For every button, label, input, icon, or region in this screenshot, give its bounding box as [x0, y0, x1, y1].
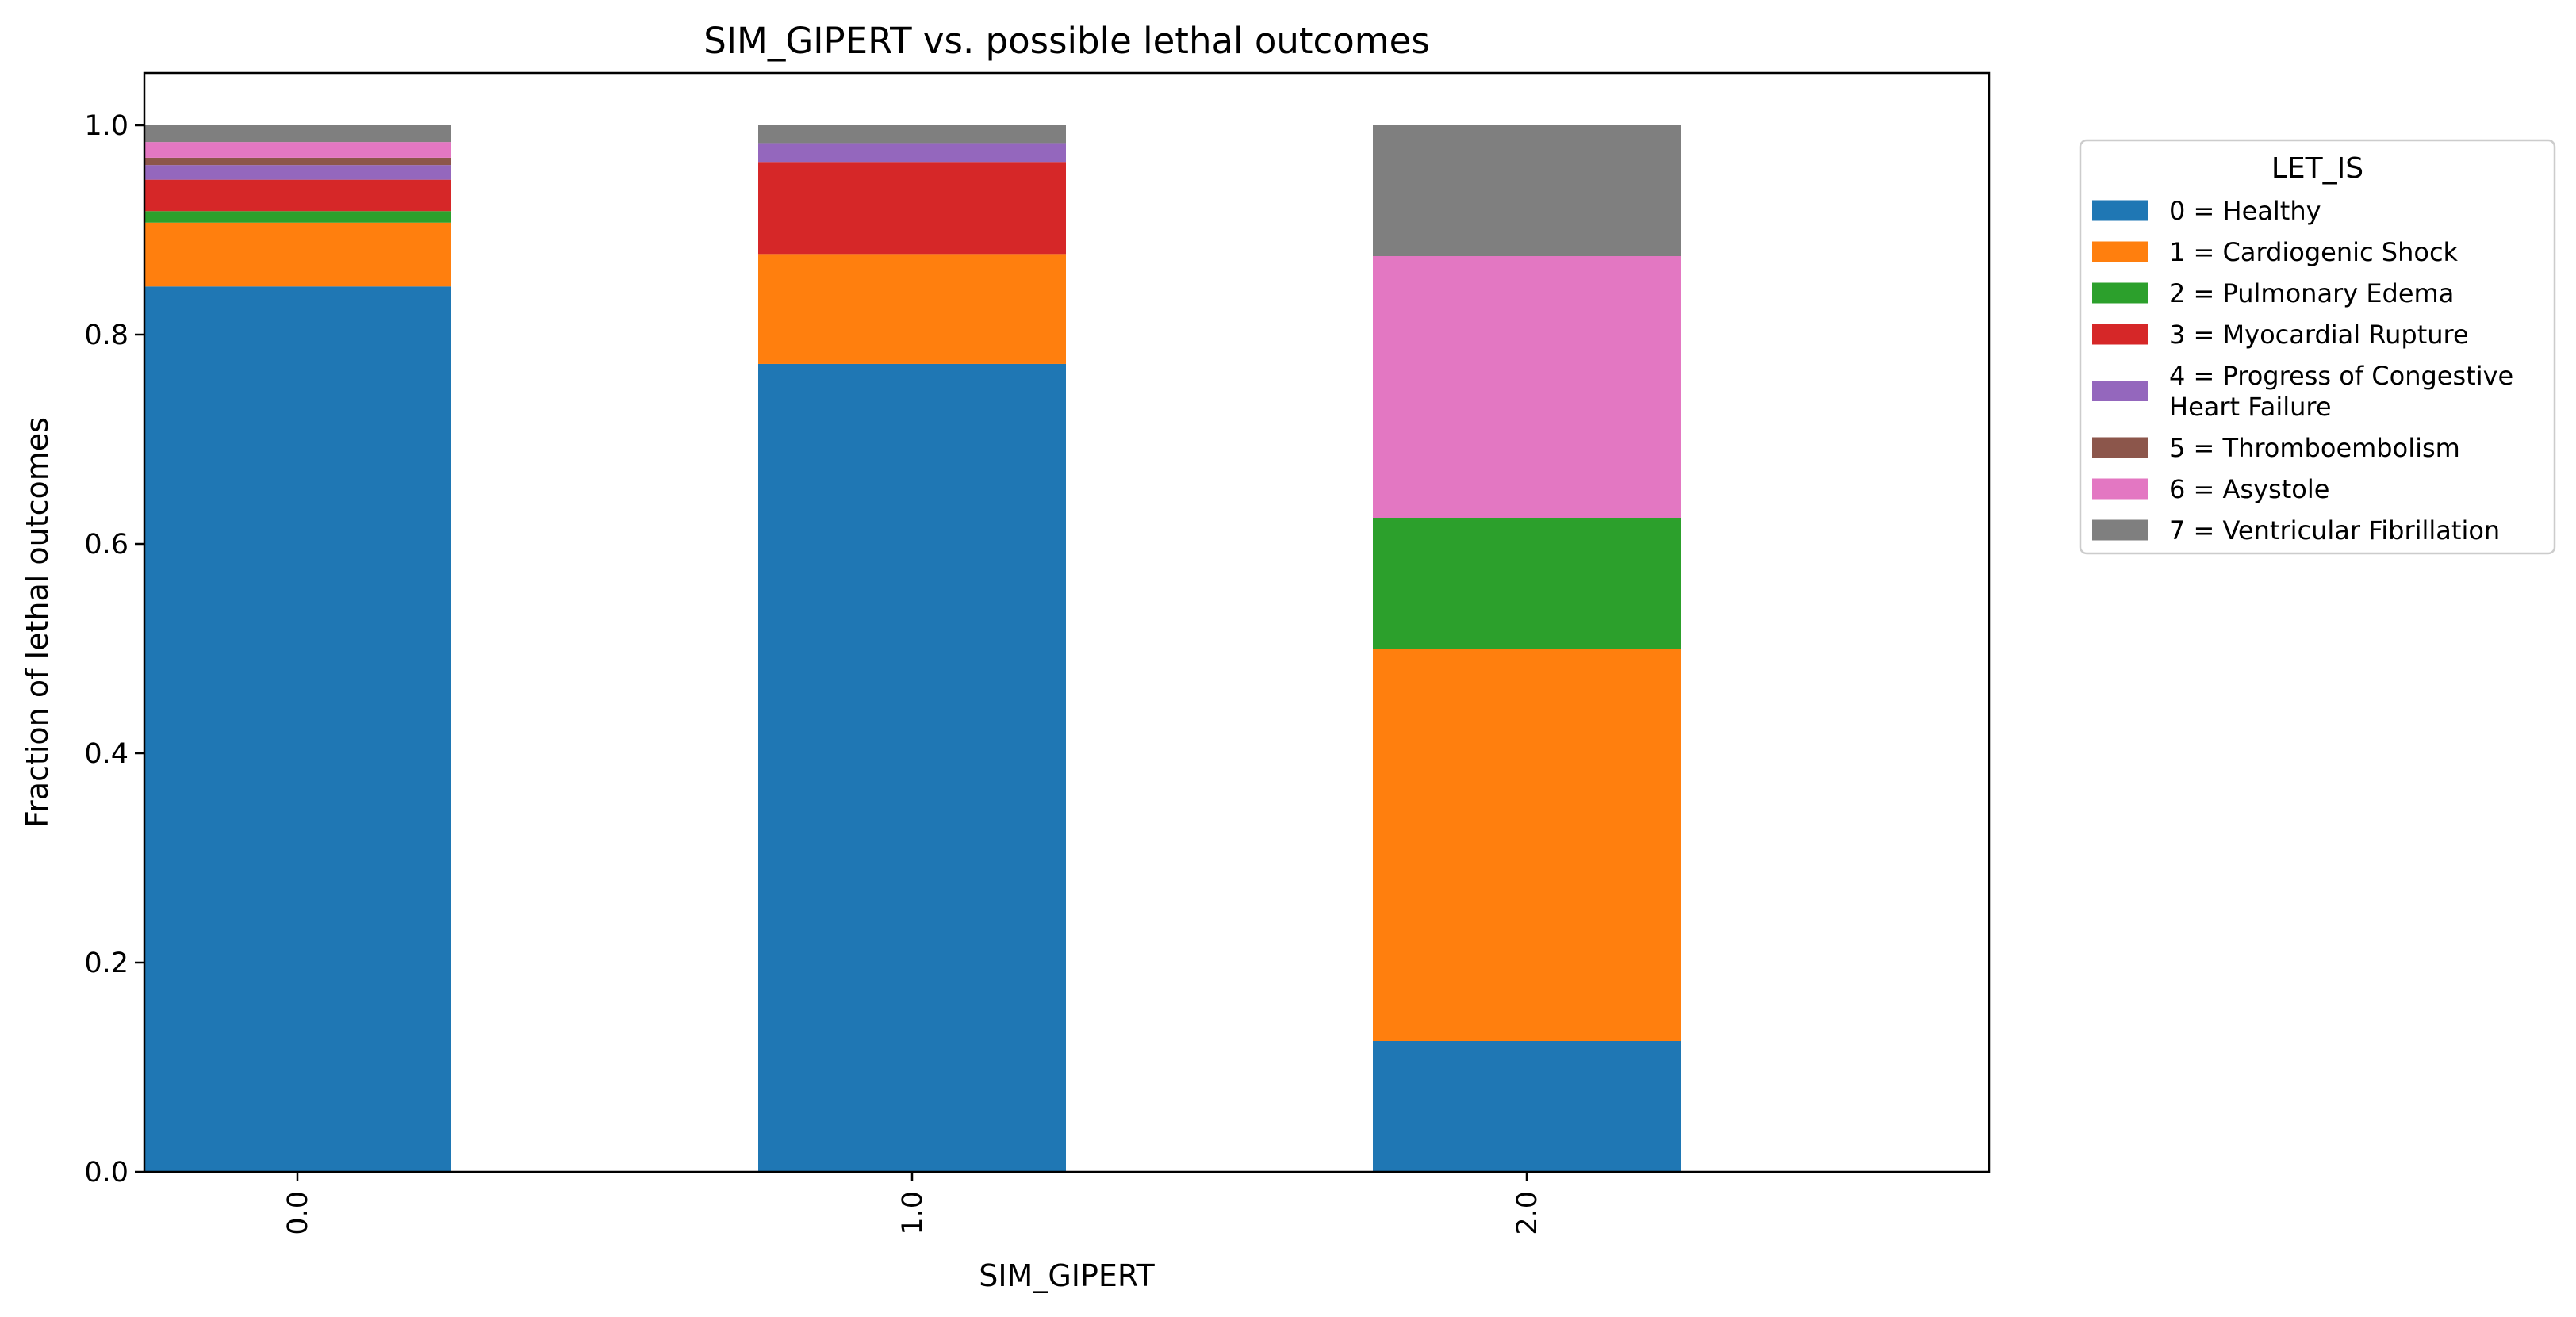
- bar-segment: [144, 157, 451, 166]
- legend-items: 0 = Healthy 1 = Cardiogenic Shock 2 = Pulm…: [2092, 196, 2513, 546]
- legend-swatch: [2092, 241, 2148, 262]
- legend-swatch: [2092, 324, 2148, 345]
- bar-segment: [144, 142, 451, 158]
- bar-segment: [1373, 649, 1681, 1041]
- legend-entry-label: 2 = Pulmonary Edema: [2169, 278, 2454, 308]
- plot-frame: [143, 71, 1991, 1173]
- bar-segment: [144, 125, 451, 143]
- bar-segment: [1373, 125, 1681, 256]
- legend-entry-label: 1 = Cardiogenic Shock: [2169, 237, 2459, 267]
- y-tick-label: 0.6: [84, 529, 128, 561]
- y-axis-label: Fraction of lethal outcomes: [20, 417, 55, 828]
- y-tick-label: 0.2: [84, 948, 128, 979]
- bar-segment: [758, 254, 1066, 364]
- legend-entry-label: 7 = Ventricular Fibrillation: [2169, 515, 2500, 546]
- bar-segment: [1373, 256, 1681, 518]
- bar-segment: [758, 143, 1066, 163]
- legend-entry-label: 4 = Progress of Congestive Heart Failure: [2169, 361, 2513, 422]
- legend-entry-label: 0 = Healthy: [2169, 196, 2321, 226]
- y-axis: 0.0 0.2 0.4 0.6 0.8 1.0: [84, 110, 144, 1189]
- legend-swatch: [2092, 381, 2148, 401]
- legend-title: LET_IS: [2271, 152, 2363, 185]
- chart-title: SIM_GIPERT vs. possible lethal outcomes: [703, 20, 1430, 62]
- y-tick-label: 0.8: [84, 320, 128, 351]
- legend-entry-label: 5 = Thromboembolism: [2169, 433, 2460, 463]
- x-tick-label: 2.0: [1512, 1191, 1543, 1235]
- legend-swatch: [2092, 519, 2148, 541]
- bars-layer: [144, 125, 1681, 1173]
- bar-segment: [144, 211, 451, 223]
- legend-frame: [2079, 139, 2556, 555]
- y-tick-label: 0.0: [84, 1157, 128, 1189]
- bar-segment: [758, 125, 1066, 144]
- y-tick-label: 0.4: [84, 738, 128, 770]
- bar-segment: [144, 179, 451, 212]
- legend-swatch: [2092, 478, 2148, 500]
- x-axis-label: SIM_GIPERT: [979, 1258, 1155, 1293]
- x-tick-label: 0.0: [282, 1191, 314, 1235]
- legend: LET_IS 0 = Healthy 1 = Cardiogenic Shock 2…: [2079, 139, 2556, 555]
- bar-segment: [144, 286, 451, 1172]
- bar-segment: [758, 162, 1066, 255]
- legend-swatch: [2092, 282, 2148, 304]
- bar-segment: [758, 363, 1066, 1173]
- bar-segment: [1373, 518, 1681, 649]
- bar-segment: [144, 165, 451, 180]
- legend-swatch: [2092, 437, 2148, 458]
- legend-entry-label: 3 = Myocardial Rupture: [2169, 320, 2469, 350]
- bar-segment: [1373, 1041, 1681, 1172]
- x-tick-label: 1.0: [897, 1191, 929, 1235]
- legend-swatch: [2092, 200, 2148, 221]
- bar-segment: [144, 222, 451, 287]
- x-axis: 0.0 1.0 2.0: [282, 1172, 1543, 1235]
- legend-entry-label: 6 = Asystole: [2169, 474, 2329, 504]
- y-tick-label: 1.0: [84, 110, 128, 142]
